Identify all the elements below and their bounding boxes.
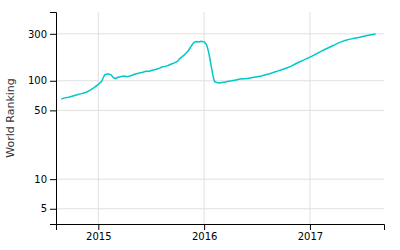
tick-label: 100 [28,75,47,86]
tick: 5 [41,203,56,214]
tick: 2016 [192,224,217,242]
tick: 50 [34,105,56,116]
plot: 2015 2016 2017 5 10 50 100 300 [28,12,385,242]
tick: 100 [28,75,56,86]
axis-line [57,225,385,231]
tick-mark [50,179,56,180]
marks [61,34,375,99]
grid-line [56,110,384,111]
tick-label: 2016 [192,231,217,242]
line [61,34,375,99]
tick-mark [50,209,56,210]
chart: 2015 2016 2017 5 10 50 100 300 World Ranking [0,0,400,250]
grid-line [56,179,384,180]
tick-mark [310,224,311,230]
axis-line [50,13,57,225]
grid-line [56,208,384,209]
tick-mark [204,224,205,230]
tick-label: 50 [34,105,47,116]
tick-mark [50,34,56,35]
tick-mark [50,81,56,82]
tick-mark [98,224,99,230]
tick-label: 5 [41,203,47,214]
tick-label: 2017 [298,231,323,242]
tick: 300 [28,29,56,40]
tick: 2017 [298,224,323,242]
tick: 2015 [86,224,111,242]
grid-line [56,33,384,34]
grid [56,12,384,224]
tick: 10 [34,174,56,185]
tick-label: 300 [28,29,47,40]
y-axis: 5 10 50 100 300 [28,13,57,225]
y-axis-title: World Ranking [4,78,17,158]
grid-line [204,12,205,224]
grid-line [98,12,99,224]
tick-label: 10 [34,174,47,185]
x-axis: 2015 2016 2017 [57,224,385,242]
tick-label: 2015 [86,231,111,242]
grid-line [56,80,384,81]
tick-mark [50,110,56,111]
grid-line [309,12,310,224]
